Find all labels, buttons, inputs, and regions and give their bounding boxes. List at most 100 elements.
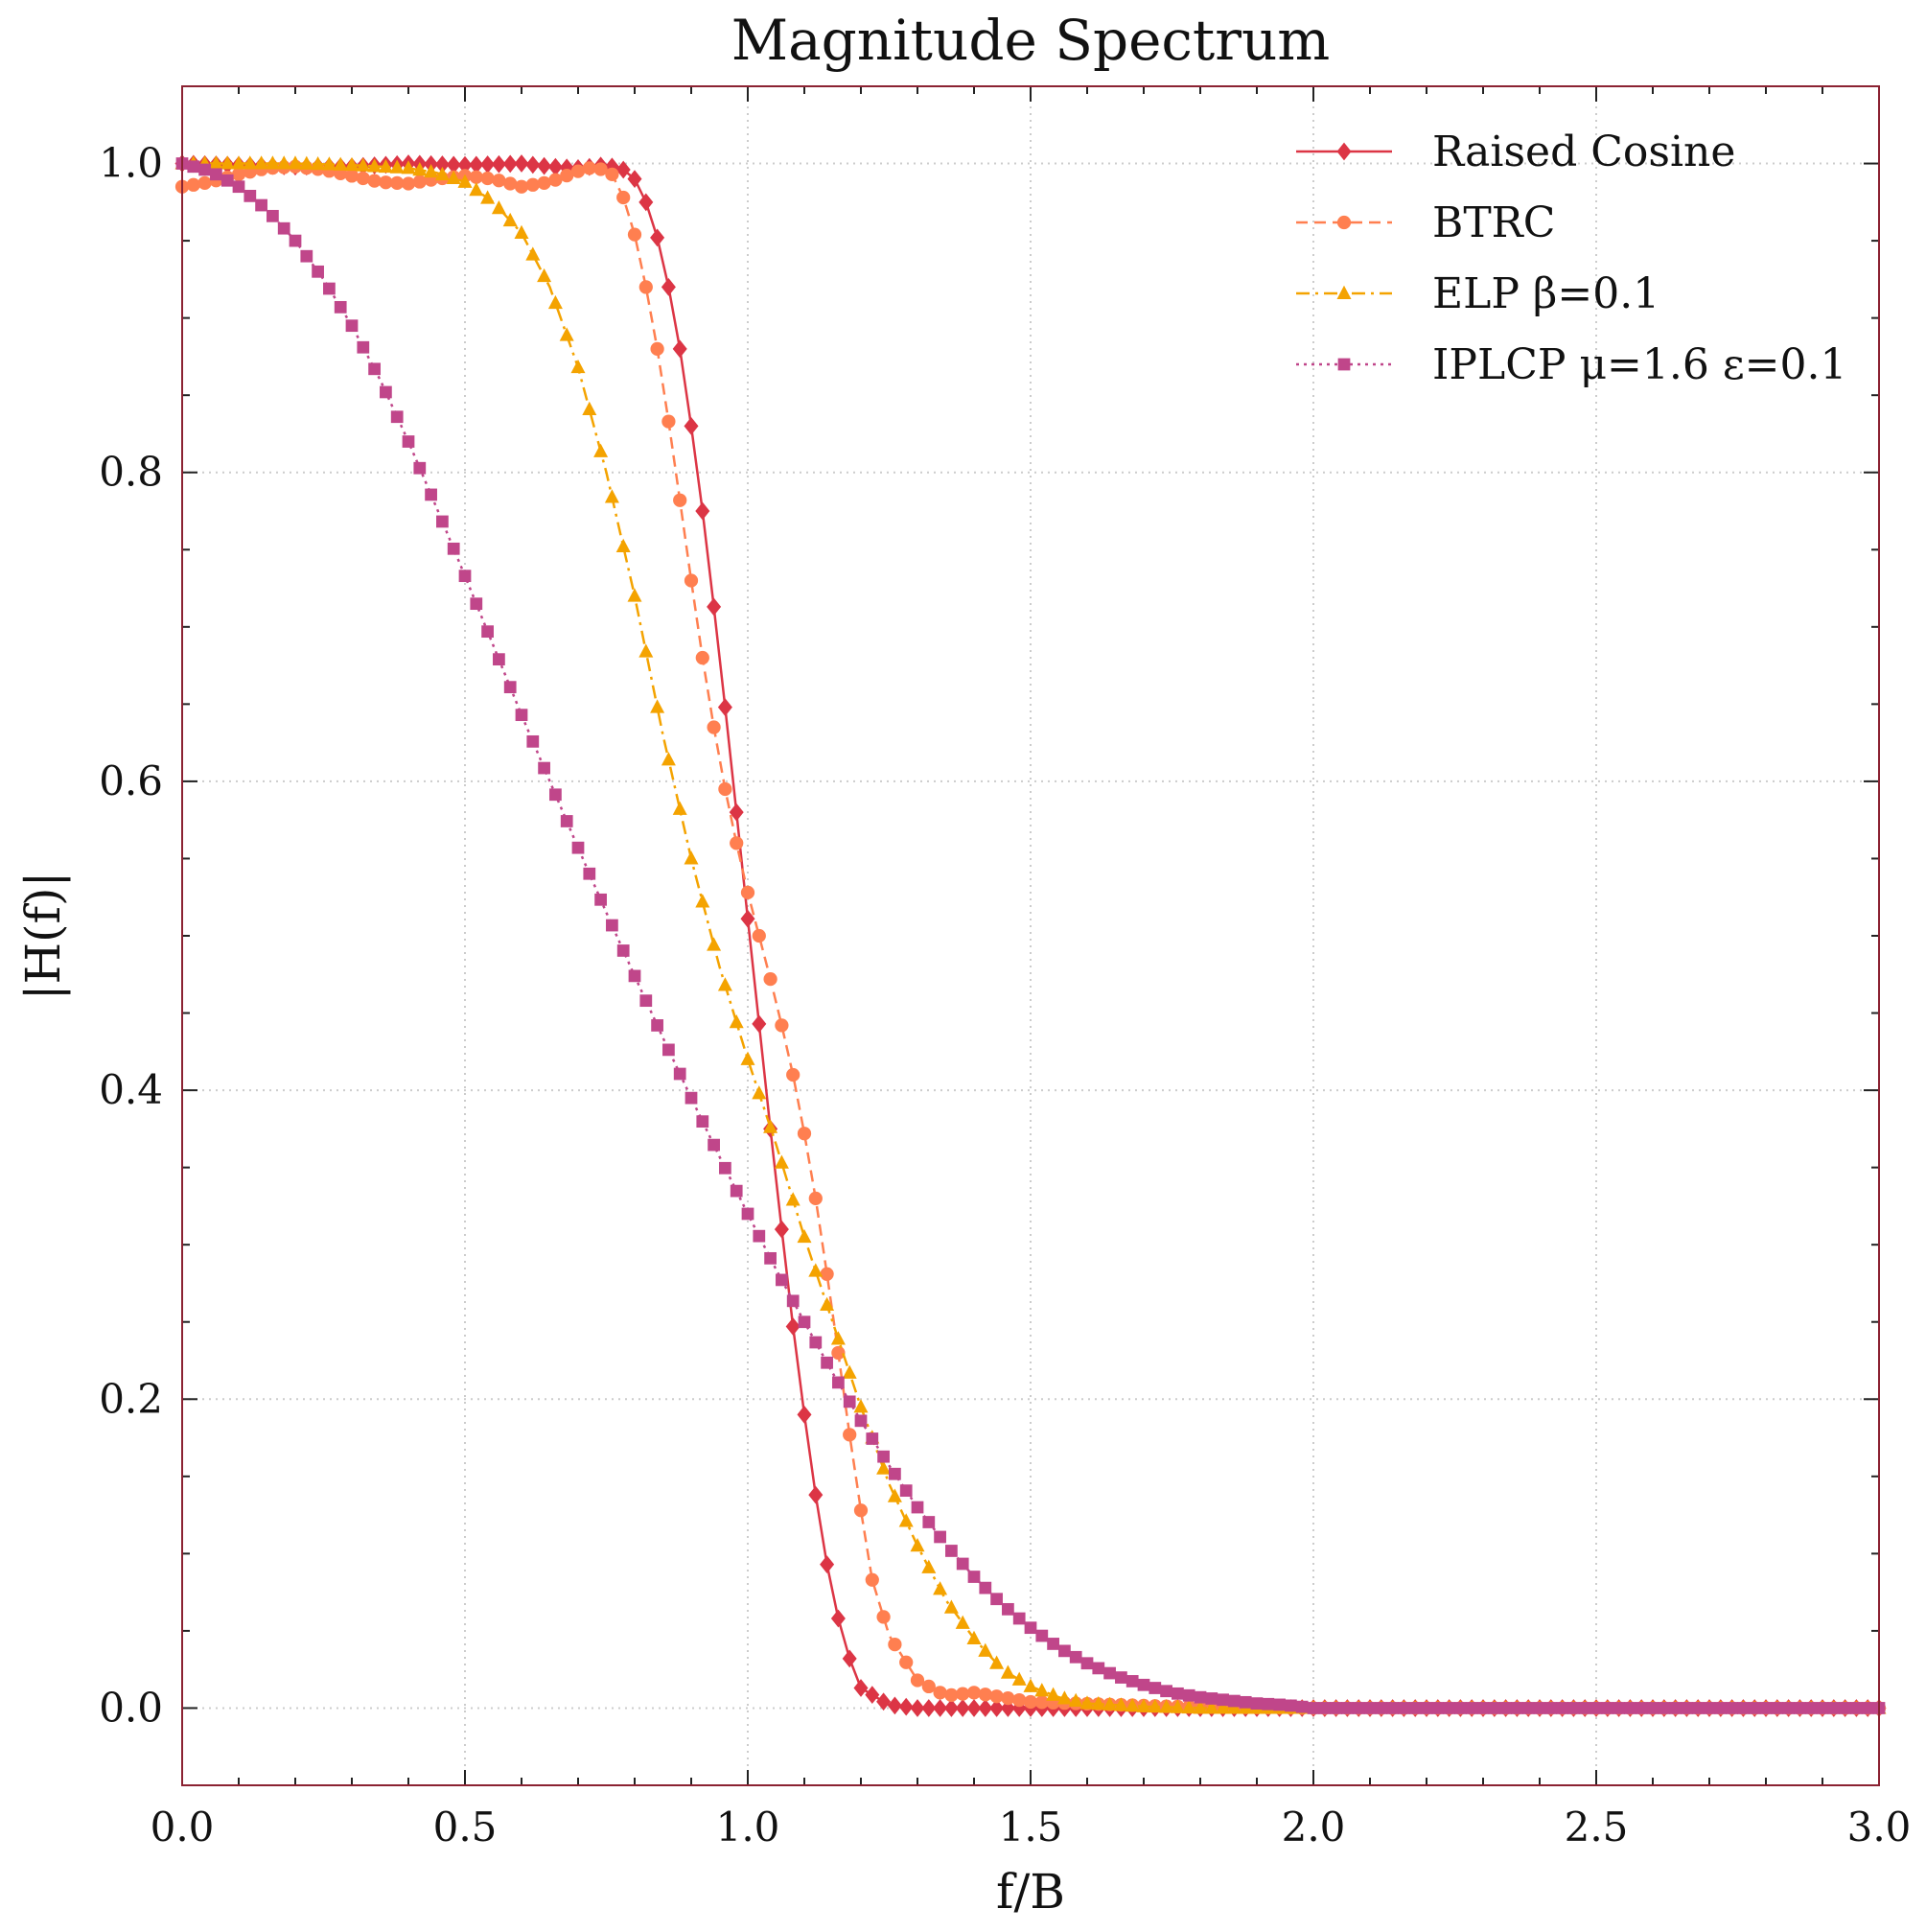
data-point (853, 1399, 869, 1413)
data-point (1012, 1612, 1026, 1625)
data-point (955, 1699, 970, 1717)
data-point (436, 515, 449, 528)
data-point (764, 1251, 777, 1265)
data-point (1748, 1702, 1761, 1714)
data-point (956, 1557, 969, 1571)
data-point (368, 362, 381, 376)
legend-label: IPLCP μ=1.6 ε=0.1 (1432, 340, 1847, 389)
legend-marker (1337, 358, 1351, 371)
x-tick-label: 2.0 (1282, 1804, 1346, 1851)
data-point (1601, 1702, 1614, 1714)
data-point (1148, 1698, 1163, 1713)
data-point (774, 1220, 789, 1239)
data-point (469, 170, 483, 184)
legend-marker (1336, 142, 1352, 161)
data-point (876, 1610, 891, 1624)
data-point (1658, 1702, 1671, 1714)
data-point (401, 160, 416, 175)
data-point (197, 175, 212, 190)
data-point (1307, 1702, 1320, 1714)
data-point (1012, 1692, 1027, 1708)
data-point (1533, 1702, 1546, 1714)
data-point (1794, 1702, 1806, 1714)
data-point (752, 1085, 767, 1100)
data-point (797, 1406, 812, 1424)
data-point (390, 410, 404, 424)
data-point (786, 1294, 800, 1308)
data-point (1420, 1702, 1433, 1714)
data-point (673, 1067, 686, 1081)
data-point (311, 155, 326, 171)
data-point (1341, 1702, 1354, 1714)
data-point (1194, 1690, 1207, 1704)
data-point (990, 1593, 1003, 1606)
data-point (1115, 1671, 1127, 1684)
x-tick-label: 1.5 (999, 1804, 1063, 1851)
data-point (367, 158, 383, 173)
data-point (412, 175, 427, 189)
data-point (910, 1538, 925, 1552)
data-point (1205, 1692, 1218, 1705)
data-point (288, 155, 303, 170)
data-point (1159, 1699, 1174, 1713)
data-point (434, 166, 450, 181)
data-point (402, 435, 415, 448)
data-point (1034, 1683, 1050, 1697)
data-point (1488, 1702, 1501, 1714)
data-point (447, 542, 460, 555)
data-point (480, 171, 495, 186)
data-point (503, 681, 517, 694)
data-point (933, 1686, 947, 1700)
tick-labels: 0.0 0.5 1.0 1.5 2.0 2.5 3.0 0.0 0.2 0.4 0.6 0.8 1.0 (99, 140, 1911, 1851)
data-point (457, 155, 473, 175)
data-point (491, 154, 506, 174)
data-point (717, 977, 732, 991)
data-point (1465, 1702, 1478, 1714)
data-point (1804, 1702, 1818, 1714)
data-point (1861, 1702, 1874, 1714)
data-point (312, 265, 324, 278)
data-point (876, 1692, 892, 1711)
data-point (1011, 1671, 1027, 1686)
data-point (1058, 1644, 1071, 1658)
x-tick-label: 3.0 (1847, 1804, 1912, 1851)
data-point (989, 1655, 1005, 1669)
data-point (877, 1450, 890, 1463)
data-point (910, 1699, 925, 1717)
data-point (1521, 1702, 1535, 1714)
data-point (299, 155, 314, 170)
data-point (910, 1673, 925, 1688)
data-point (1204, 1700, 1219, 1714)
data-point (446, 155, 461, 175)
data-point (1511, 1702, 1523, 1714)
y-tick-label: 1.0 (99, 140, 163, 187)
data-point (1443, 1702, 1455, 1714)
data-point (889, 1467, 901, 1480)
data-point (797, 1127, 812, 1141)
data-point (210, 168, 222, 181)
data-point (1216, 1700, 1231, 1714)
data-point (321, 156, 336, 171)
data-point (627, 227, 642, 242)
data-point (651, 1019, 663, 1032)
data-point (570, 164, 586, 178)
data-point (1703, 1702, 1716, 1714)
data-point (898, 1697, 914, 1716)
data-point (843, 1428, 857, 1442)
x-tick-label: 2.5 (1565, 1804, 1629, 1851)
data-point (389, 159, 405, 174)
data-point (853, 1679, 869, 1697)
y-tick-label: 0.2 (99, 1375, 163, 1422)
data-point (831, 1345, 846, 1361)
chart-title: Magnitude Spectrum (731, 8, 1331, 73)
data-point (1771, 1702, 1784, 1714)
data-point (832, 1376, 845, 1389)
data-point (763, 1119, 778, 1133)
data-point (446, 170, 461, 185)
data-point (1782, 1702, 1795, 1714)
data-point (695, 501, 710, 521)
data-point (548, 173, 563, 187)
data-point (491, 200, 506, 215)
data-point (401, 176, 416, 191)
data-point (1363, 1702, 1377, 1714)
